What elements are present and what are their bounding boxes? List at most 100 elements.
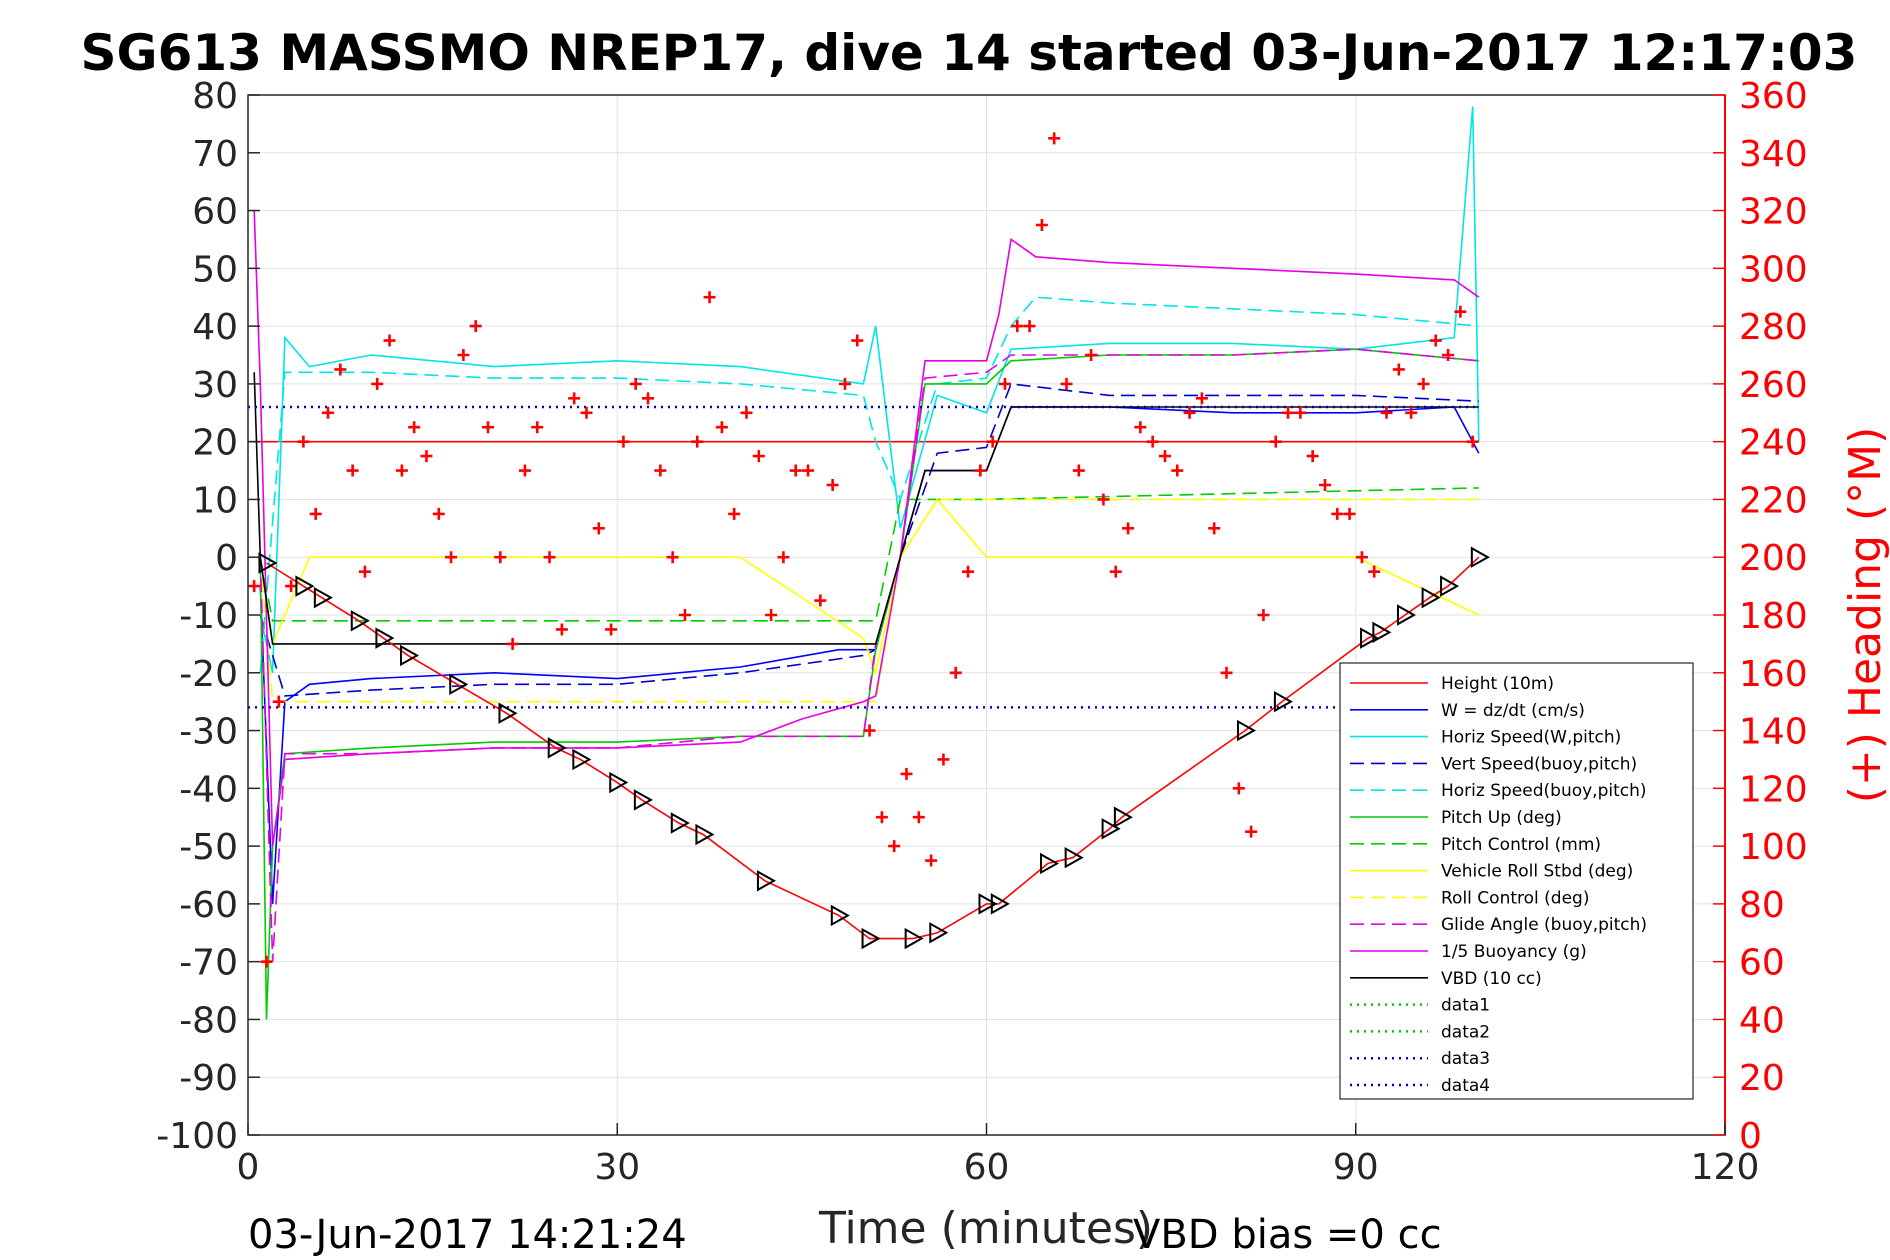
depth-marker-31 [1440,575,1460,597]
depth-marker-9 [572,748,592,771]
depth-marker-21 [1040,852,1060,875]
heading-marker-20 [494,551,507,564]
heading-marker-37 [703,291,716,304]
heading-marker-69 [1097,493,1110,506]
heading-marker-61 [998,377,1011,390]
heading-marker-36 [691,435,704,448]
heading-marker-82 [1257,609,1270,621]
heading-marker-27 [580,406,593,419]
heading-marker-32 [642,392,655,405]
heading-marker-4 [297,435,310,448]
heading-marker-9 [358,565,371,578]
series-line-2 [259,106,1480,673]
right-tick-label-16: 40 [1739,1000,1785,1041]
heading-marker-12 [395,464,408,477]
depth-marker-2 [313,586,333,609]
heading-marker-47 [826,479,839,491]
heading-marker-75 [1171,464,1184,477]
heading-marker-43 [777,551,790,564]
heading-marker-67 [1072,464,1085,477]
heading-marker-45 [802,464,815,477]
left-tick-label-10: -20 [179,654,238,695]
heading-marker-79 [1220,666,1233,679]
heading-marker-35 [678,609,691,621]
legend-label-9: Glide Angle (buoy,pitch) [1441,915,1647,935]
left-tick-label-7: 10 [192,480,238,521]
heading-marker-96 [1429,334,1442,347]
right-tick-label-7: 220 [1739,480,1808,521]
depth-marker-8 [547,737,567,759]
left-tick-label-12: -40 [179,769,238,810]
heading-marker-98 [1454,305,1467,318]
legend-label-8: Roll Control (deg) [1441,888,1589,908]
heading-marker-38 [715,421,728,434]
x-tick-label-3: 90 [1333,1147,1379,1188]
right-tick-label-0: 360 [1739,76,1808,117]
left-tick-label-3: 50 [192,249,238,290]
right-tick-label-5: 260 [1739,365,1808,406]
chart-title: SG613 MASSMO NREP17, dive 14 started 03-… [81,24,1858,82]
x-tick-label-2: 60 [964,1147,1010,1188]
heading-marker-11 [383,334,396,347]
heading-marker-34 [666,551,679,564]
right-tick-label-4: 280 [1739,307,1808,348]
heading-marker-25 [555,623,568,636]
heading-marker-86 [1306,450,1319,463]
legend-label-13: data2 [1441,1022,1490,1042]
heading-marker-64 [1035,219,1048,231]
legend-label-15: data4 [1441,1076,1490,1096]
heading-marker-91 [1368,565,1381,578]
depth-marker-1 [295,575,315,597]
x-axis-label: Time (minutes) [818,1203,1153,1254]
right-tick-label-8: 200 [1739,538,1808,579]
legend-label-1: W = dz/dt (cm/s) [1441,701,1585,721]
left-tick-label-6: 20 [192,423,238,464]
left-tick-label-16: -80 [179,1000,238,1041]
series-line-11 [253,372,1479,645]
right-tick-label-14: 80 [1739,885,1785,926]
heading-marker-70 [1109,565,1122,578]
heading-marker-72 [1134,421,1147,434]
legend-label-4: Horiz Speed(buoy,pitch) [1441,781,1647,801]
legend: Height (10m) W = dz/dt (cm/s) Horiz Speed(… [1339,662,1694,1100]
heading-marker-39 [728,507,741,520]
heading-marker-90 [1355,551,1368,564]
left-tick-label-8: 0 [215,538,238,579]
heading-marker-21 [506,637,519,650]
left-tick-label-9: -10 [179,596,238,637]
heading-marker-97 [1442,349,1455,361]
heading-marker-80 [1232,782,1245,795]
depth-trace [258,546,1490,950]
heading-marker-3 [285,580,298,593]
depth-marker-25 [1236,719,1257,742]
heading-marker-8 [346,464,359,477]
heading-marker-68 [1085,349,1098,361]
legend-label-11: VBD (10 cc) [1441,969,1542,989]
heading-marker-63 [1023,320,1036,333]
heading-marker-2 [272,695,285,708]
heading-marker-18 [469,320,482,333]
left-tick-label-2: 60 [192,192,238,233]
left-axis: 80 70 60 50 40 30 20 10 0 -10 -20 -30 -40 -50 -60 -70 -8… [156,76,260,1157]
legend-label-10: 1/5 Buoyancy (g) [1441,942,1587,962]
left-tick-label-11: -30 [179,712,238,753]
legend-label-0: Height (10m) [1441,674,1554,694]
depth-marker-30 [1421,586,1441,609]
heading-marker-51 [875,811,888,824]
heading-marker-65 [1048,132,1061,145]
heading-marker-56 [937,753,950,766]
heading-marker-30 [617,435,630,448]
heading-marker-76 [1183,406,1196,419]
depth-marker-3 [350,610,370,632]
heading-marker-16 [445,551,458,564]
depth-marker-27 [1360,627,1380,649]
depth-marker-14 [756,870,776,892]
heading-marker-26 [568,392,581,405]
legend-label-2: Horiz Speed(W,pitch) [1441,728,1621,748]
heading-marker-94 [1405,406,1418,419]
depth-marker-18 [929,922,949,944]
heading-marker-62 [1011,320,1024,333]
right-axis-label: (+) Heading (°M) [1840,427,1890,804]
depth-marker-15 [830,904,850,927]
